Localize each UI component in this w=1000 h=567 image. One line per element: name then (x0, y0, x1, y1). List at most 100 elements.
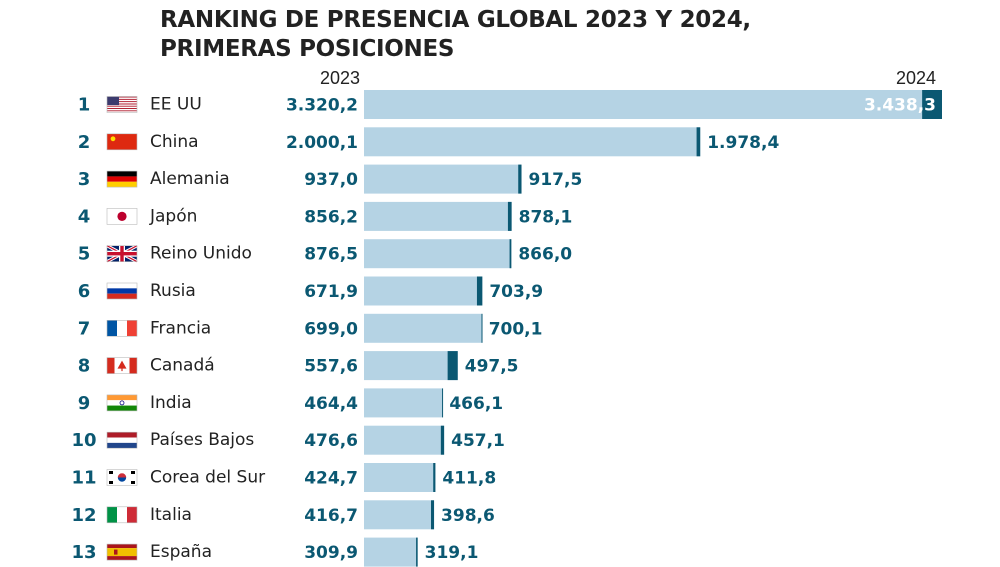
us-flag-part (107, 111, 137, 113)
bar-2023 (364, 164, 522, 194)
rank-number: 7 (78, 318, 91, 339)
value-label-2023: 937,0 (304, 170, 358, 190)
ru-flag-part (106, 282, 138, 300)
chart-title-line-1: RANKING DE PRESENCIA GLOBAL 2023 Y 2024, (160, 7, 751, 33)
rank-number: 3 (78, 169, 91, 190)
es-flag-icon (106, 543, 138, 561)
bar-2023 (364, 201, 512, 231)
cn-flag-part (110, 136, 116, 142)
ru-flag-icon (106, 282, 138, 300)
kr-flag-part (109, 481, 113, 484)
us-flag-part (106, 96, 138, 113)
gb-flag-part (106, 245, 138, 262)
value-label-2023: 2.000,1 (286, 133, 358, 153)
rank-number: 9 (78, 393, 91, 414)
it-flag-part (106, 506, 138, 524)
bar-2023 (364, 463, 436, 492)
bar-2024 (447, 351, 458, 381)
value-label-2024: 466,1 (449, 394, 503, 414)
bar-2023 (364, 388, 443, 418)
value-label-2024: 319,1 (425, 543, 479, 563)
bar-2024 (518, 164, 522, 194)
us-flag-part (107, 102, 137, 104)
it-flag-part (117, 506, 127, 523)
column-header-2024: 2024 (895, 68, 936, 88)
bar-2023 (364, 500, 435, 530)
value-label-2023: 856,2 (304, 207, 358, 227)
kr-flag-part (131, 481, 135, 484)
es-flag-part (107, 548, 137, 557)
chart-row: 9 India 464,4 466,1 (78, 388, 503, 418)
de-flag-part (107, 176, 137, 182)
in-flag-part (107, 405, 137, 411)
es-flag-part (114, 549, 118, 555)
es-flag-part (107, 544, 137, 549)
de-flag-icon (106, 170, 138, 188)
chart-row: 1 EE UU 3.320,2 3.438,3 (78, 90, 942, 119)
us-flag-part (107, 107, 137, 110)
nl-flag-part (107, 442, 137, 449)
rank-number: 2 (78, 132, 91, 153)
rank-number: 6 (78, 281, 91, 302)
bar-2023 (364, 351, 458, 381)
bar-2023 (364, 127, 701, 157)
cn-flag-part (106, 133, 138, 151)
bar-2023 (364, 537, 418, 567)
in-flag-part (119, 400, 125, 406)
de-flag-part (107, 181, 137, 188)
bar-2024 (696, 127, 701, 157)
us-flag-part (107, 99, 137, 102)
us-flag-part (107, 105, 137, 107)
value-label-2023: 476,6 (304, 431, 358, 451)
country-label: Canadá (150, 356, 215, 376)
us-flag-part (107, 96, 137, 98)
es-flag-part (106, 543, 138, 561)
in-flag-part (107, 394, 137, 401)
value-label-2023: 699,0 (304, 319, 358, 339)
fr-flag-part (106, 319, 138, 337)
chart-row: 12 Italia 416,7 398,6 (71, 500, 495, 530)
chart-row: 7 Francia 699,0 700,1 (78, 313, 543, 343)
us-flag-part (107, 103, 137, 105)
bar-2024 (431, 500, 435, 530)
bar-2023 (364, 313, 482, 343)
country-label: India (150, 393, 192, 413)
kr-flag-part (131, 471, 135, 474)
de-flag-part (107, 171, 137, 177)
rank-number: 1 (78, 95, 91, 116)
country-label: Francia (150, 318, 211, 338)
de-flag-part (106, 170, 138, 188)
ru-flag-part (107, 288, 137, 294)
bar-2024 (433, 463, 436, 492)
value-label-2024: 703,9 (489, 282, 543, 302)
es-flag-part (107, 556, 137, 561)
nl-flag-part (106, 431, 138, 449)
country-label: Italia (150, 505, 192, 525)
kr-flag-icon (106, 469, 138, 486)
ru-flag-part (107, 283, 137, 289)
us-flag-part (107, 101, 137, 103)
in-flag-icon (106, 394, 138, 412)
value-label-2024: 700,1 (489, 319, 543, 339)
value-label-2023: 464,4 (304, 394, 358, 414)
chart-row: 8 Canadá 557,6 497,5 (78, 351, 519, 381)
value-label-2024: 3.438,3 (864, 96, 936, 116)
jp-flag-part (117, 211, 127, 221)
bar-2024 (416, 537, 418, 567)
jp-flag-icon (106, 208, 138, 225)
bar-2024 (481, 313, 483, 343)
chart-row: 10 Países Bajos 476,6 457,1 (71, 425, 505, 455)
kr-flag-part (117, 473, 127, 478)
cn-flag-icon (106, 133, 138, 151)
ca-flag-part (121, 367, 123, 372)
it-flag-icon (106, 506, 138, 524)
us-flag-part (107, 97, 137, 99)
country-label: Corea del Sur (150, 468, 265, 488)
nl-flag-part (107, 437, 137, 443)
kr-flag-part (117, 477, 127, 482)
value-label-2024: 411,8 (442, 469, 496, 489)
gb-flag-icon (106, 244, 138, 264)
bar-2023 (364, 90, 942, 119)
country-label: Alemania (150, 169, 230, 189)
fr-flag-part (117, 320, 127, 337)
